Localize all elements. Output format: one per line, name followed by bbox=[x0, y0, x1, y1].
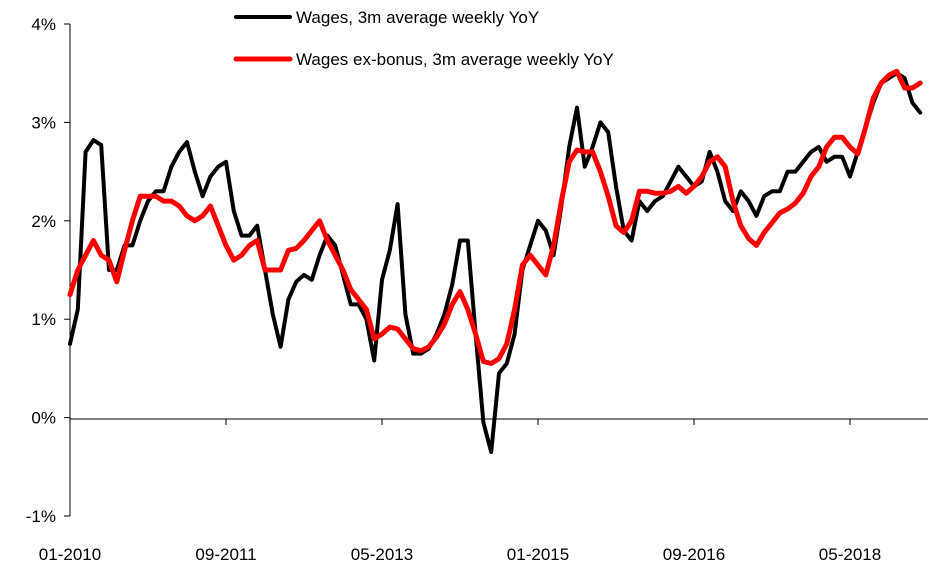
y-axis: -1% 0% 1% 2% 3% 4% bbox=[26, 15, 71, 526]
y-tick-label: 0% bbox=[31, 409, 56, 428]
legend-label-1: Wages, 3m average weekly YoY bbox=[296, 8, 539, 27]
x-tick-label: 01-2015 bbox=[507, 545, 569, 564]
series-line-1 bbox=[68, 71, 923, 454]
x-tick-label: 05-2018 bbox=[819, 545, 881, 564]
x-tick-label: 01-2010 bbox=[39, 545, 101, 564]
series-layer bbox=[67, 68, 923, 454]
legend-label-2: Wages ex-bonus, 3m average weekly YoY bbox=[296, 50, 614, 69]
x-axis: 01-2010 09-2011 05-2013 01-2015 09-2016 05-20… bbox=[39, 418, 928, 564]
y-tick-label: 1% bbox=[31, 310, 56, 329]
legend: Wages, 3m average weekly YoY Wages ex-bon… bbox=[233, 8, 614, 69]
x-tick-label: 05-2013 bbox=[351, 545, 413, 564]
x-tick-label: 09-2016 bbox=[663, 545, 725, 564]
x-tick-label: 09-2011 bbox=[195, 545, 256, 564]
y-tick-label: -1% bbox=[26, 507, 56, 526]
y-tick-label: 3% bbox=[31, 113, 56, 132]
y-tick-label: 2% bbox=[31, 212, 56, 231]
y-tick-label: 4% bbox=[31, 15, 56, 34]
series-line-2 bbox=[67, 68, 923, 366]
